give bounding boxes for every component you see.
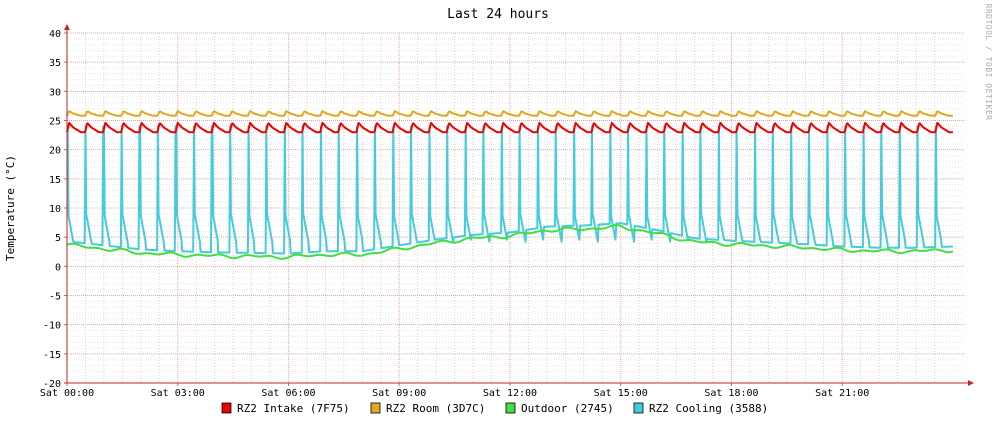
x-tick-label: Sat 09:00 [372, 388, 426, 399]
legend-swatch [633, 402, 644, 414]
legend-swatch [370, 402, 381, 414]
series-line-rz2-intake-7f75 [66, 121, 954, 134]
y-tick-label: 0 [55, 262, 61, 273]
y-tick-label: 20 [49, 146, 61, 157]
x-tick-label: Sat 00:00 [40, 388, 94, 399]
x-axis-arrow [968, 380, 974, 386]
y-tick-label: -5 [49, 292, 61, 303]
legend: RZ2 Intake (7F75) RZ2 Room (3D7C) Outdoor … [221, 402, 768, 415]
x-tick-label: Sat 06:00 [261, 388, 315, 399]
x-tick-label: Sat 12:00 [483, 388, 537, 399]
y-tick-label: 40 [49, 29, 61, 40]
legend-label: RZ2 Intake (7F75) [237, 402, 350, 415]
chart-title: Last 24 hours [447, 7, 549, 22]
y-tick-label: 30 [49, 87, 61, 98]
series-line-outdoor-2745 [66, 224, 954, 260]
series-layer [66, 110, 954, 260]
x-tick-label: Sat 18:00 [704, 388, 758, 399]
y-tick-label: -10 [43, 321, 61, 332]
legend-swatch [505, 402, 516, 414]
x-tick-label: Sat 03:00 [151, 388, 205, 399]
series-line-rz2-room-3d7c [66, 110, 954, 117]
legend-label: Outdoor (2745) [521, 402, 614, 415]
y-tick-label: 10 [49, 204, 61, 215]
y-tick-label: 25 [49, 117, 61, 128]
x-tick-label: Sat 15:00 [594, 388, 648, 399]
axes [64, 24, 974, 386]
y-tick-label: 5 [55, 233, 61, 244]
y-tick-label: -20 [43, 379, 61, 390]
series-line-rz2-cooling-3588 [66, 125, 954, 255]
grid [66, 32, 964, 384]
y-axis-label: Temperature (°C) [4, 155, 17, 261]
watermark: RRDTOOL / TOBI OETIKER [984, 4, 993, 121]
y-tick-label: 35 [49, 58, 61, 69]
legend-label: RZ2 Room (3D7C) [386, 402, 485, 415]
y-tick-label: -15 [43, 350, 61, 361]
legend-swatch [221, 402, 232, 414]
legend-label: RZ2 Cooling (3588) [649, 402, 768, 415]
y-axis-arrow [64, 24, 70, 30]
y-tick-label: 15 [49, 175, 61, 186]
x-tick-label: Sat 21:00 [815, 388, 869, 399]
